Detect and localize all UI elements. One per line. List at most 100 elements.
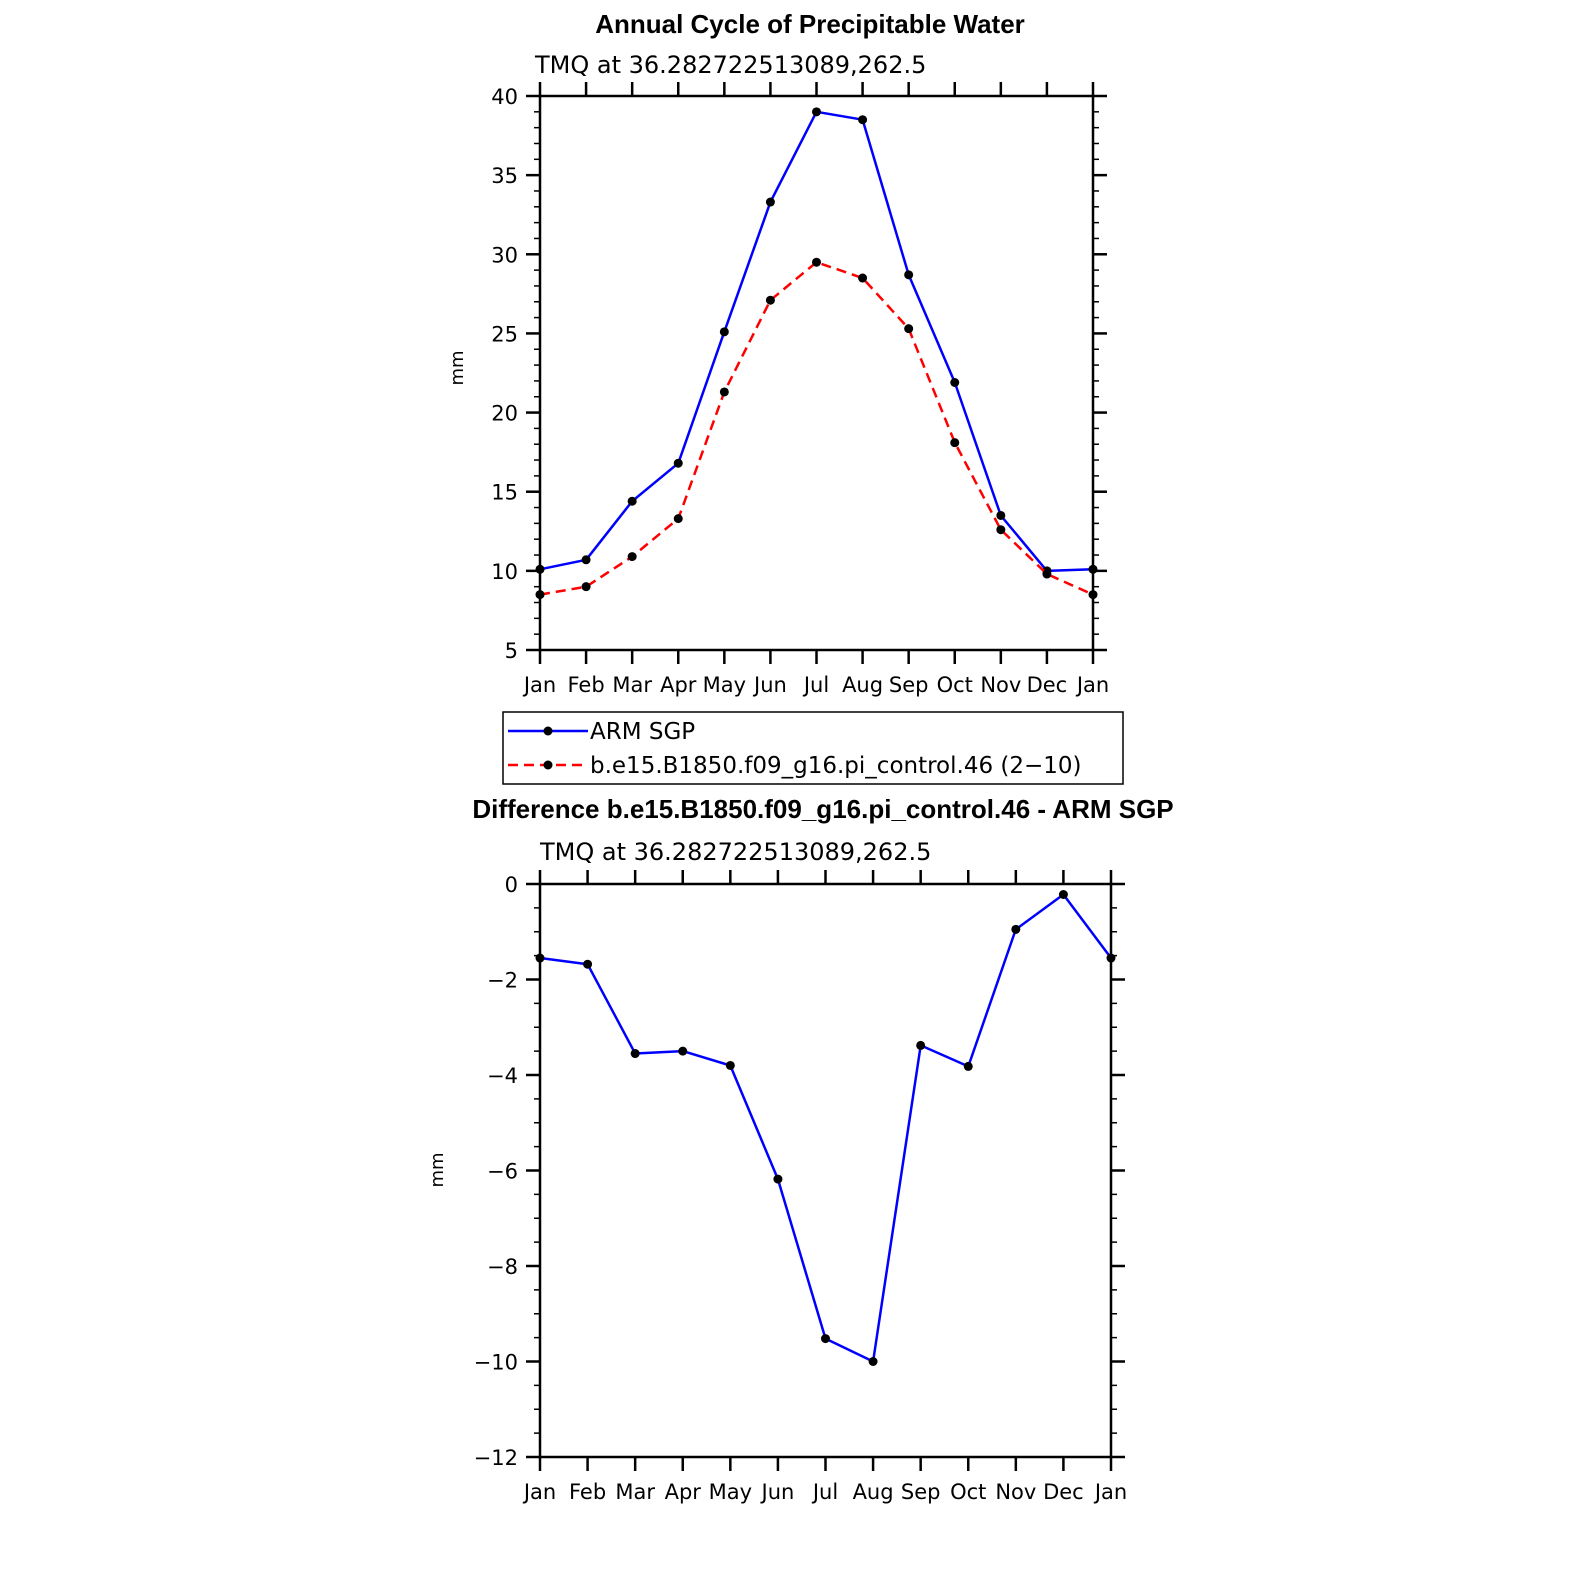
- legend-label-arm-sgp: ARM SGP: [590, 719, 695, 745]
- y-axis-label: mm: [427, 1152, 448, 1187]
- series-0-point: [996, 510, 1006, 520]
- y-tick-label: 10: [491, 560, 518, 584]
- x-tick-label: Dec: [1043, 1480, 1084, 1504]
- series-line-0: [539, 110, 1094, 573]
- series-0-point: [581, 555, 591, 565]
- series-1-point: [1042, 569, 1052, 579]
- series-0-point: [630, 1049, 640, 1059]
- x-tick-label: Oct: [950, 1480, 986, 1504]
- series-1-point: [996, 525, 1006, 535]
- chart-subtitle: TMQ at 36.282722513089,262.5: [539, 838, 931, 866]
- y-tick-label: −2: [487, 969, 518, 993]
- y-axis-label: mm: [447, 350, 468, 385]
- x-tick-label: Jun: [760, 1480, 795, 1504]
- y-tick-label: 20: [491, 402, 518, 426]
- series-1-point: [904, 324, 914, 334]
- series-0-point: [719, 327, 729, 337]
- chart-subtitle: TMQ at 36.282722513089,262.5: [534, 51, 926, 79]
- y-tick-label: 15: [491, 481, 518, 505]
- legend-marker-arm-sgp: [543, 726, 553, 736]
- series-0-point: [963, 1061, 973, 1071]
- series-0-point: [821, 1334, 830, 1344]
- chart-marks: 5 10 15 20 25 30 35 40 Jan Feb Mar Apr May Jun Jul Aug S…: [491, 82, 1109, 697]
- y-tick-label: 25: [491, 322, 518, 346]
- series-0-point: [916, 1040, 926, 1050]
- series-0-point: [1088, 564, 1098, 574]
- plot-frame: [538, 882, 1113, 1459]
- series-0-point: [678, 1046, 688, 1056]
- x-tick-label: Feb: [569, 1480, 606, 1504]
- series-1-point: [673, 514, 683, 524]
- x-tick-label: Mar: [612, 673, 652, 697]
- series-0-point: [773, 1174, 783, 1184]
- legend-label-model: b.e15.B1850.f09_g16.pi_control.46 (2−10): [590, 753, 1082, 779]
- x-tick-label: May: [703, 673, 746, 697]
- series-0-point: [858, 115, 868, 125]
- x-tick-label: Jan: [1075, 673, 1109, 697]
- x-tick-label: Jun: [752, 673, 787, 697]
- plot-frame: [538, 94, 1095, 652]
- y-tick-label: 35: [491, 164, 518, 188]
- y-tick-label: −10: [474, 1351, 518, 1375]
- x-tick-label: Jul: [811, 1480, 838, 1504]
- series-1-point: [535, 590, 545, 600]
- series-0-point: [535, 953, 545, 963]
- series-line-1: [539, 260, 1094, 596]
- x-tick-label: Apr: [660, 673, 697, 697]
- x-tick-label: Jan: [522, 1480, 556, 1504]
- legend: ARM SGP b.e15.B1850.f09_g16.pi_control.4…: [502, 711, 1124, 785]
- y-tick-label: −8: [487, 1255, 518, 1279]
- series-0-point: [1058, 890, 1068, 900]
- x-tick-label: Aug: [842, 673, 883, 697]
- chart-title: Annual Cycle of Precipitable Water: [595, 9, 1025, 39]
- y-tick-label: −6: [487, 1160, 518, 1184]
- series-0-point: [673, 458, 683, 468]
- legend-marker-model: [543, 760, 553, 770]
- y-tick-label: 30: [491, 243, 518, 267]
- y-tick-label: 40: [491, 85, 518, 109]
- series-0-point: [725, 1060, 735, 1070]
- series-0-point: [1011, 924, 1021, 934]
- annual-cycle-chart: Annual Cycle of Precipitable Water TMQ a…: [447, 9, 1109, 697]
- x-tick-label: Dec: [1027, 673, 1068, 697]
- series-1-point: [627, 552, 637, 562]
- y-tick-label: −12: [474, 1446, 518, 1470]
- x-tick-label: Feb: [567, 673, 604, 697]
- x-tick-label: Apr: [665, 1480, 702, 1504]
- series-1-point: [1088, 590, 1098, 600]
- series-line-0: [539, 893, 1113, 1363]
- x-tick-label: Jan: [522, 673, 556, 697]
- x-tick-label: Jul: [802, 673, 829, 697]
- chart-title: Difference b.e15.B1850.f09_g16.pi_contro…: [472, 794, 1173, 824]
- y-tick-label: 0: [505, 873, 518, 897]
- series-1-point: [581, 582, 591, 592]
- series-0-point: [868, 1357, 878, 1366]
- x-tick-label: Sep: [901, 1480, 941, 1504]
- series-1-point: [812, 257, 821, 267]
- series-0-point: [765, 197, 775, 207]
- series-1-point: [719, 387, 729, 397]
- series-1-point: [765, 295, 775, 305]
- series-0-point: [812, 107, 821, 117]
- y-tick-label: −4: [487, 1064, 518, 1088]
- series-0-point: [627, 496, 637, 506]
- x-tick-label: Aug: [853, 1480, 894, 1504]
- x-tick-label: Nov: [980, 673, 1021, 697]
- series-1-point: [858, 273, 868, 283]
- series-0-point: [950, 377, 960, 387]
- x-tick-label: May: [709, 1480, 752, 1504]
- series-0-point: [535, 564, 545, 574]
- series-0-point: [583, 959, 593, 969]
- x-tick-label: Nov: [995, 1480, 1036, 1504]
- series-0-point: [1106, 953, 1116, 963]
- y-tick-label: 5: [505, 639, 518, 663]
- x-tick-label: Oct: [937, 673, 973, 697]
- x-tick-label: Mar: [615, 1480, 655, 1504]
- x-tick-label: Sep: [889, 673, 929, 697]
- difference-chart: Difference b.e15.B1850.f09_g16.pi_contro…: [427, 794, 1174, 1504]
- x-tick-label: Jan: [1093, 1480, 1127, 1504]
- legend-box: [502, 711, 1124, 785]
- series-0-point: [904, 270, 914, 280]
